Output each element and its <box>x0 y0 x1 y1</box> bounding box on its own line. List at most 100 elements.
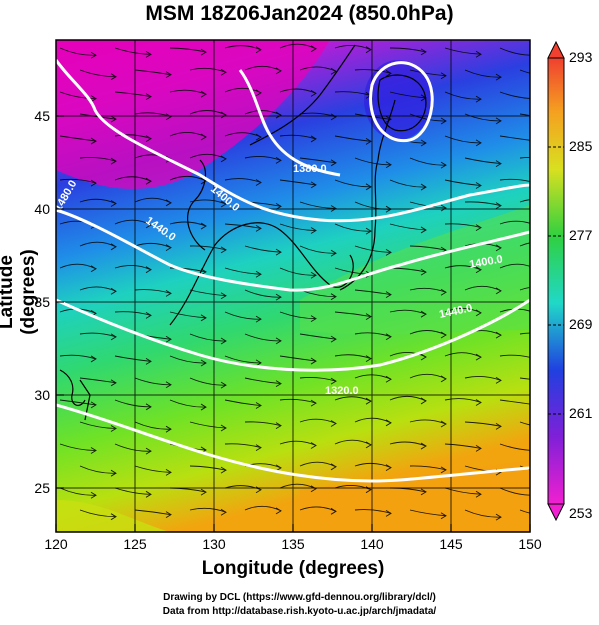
streamline-arrowhead <box>475 139 482 147</box>
y-tick-35: 35 <box>34 294 50 310</box>
streamline-arrowhead <box>90 137 97 145</box>
streamline-arrowhead <box>420 94 427 102</box>
streamline <box>114 443 152 452</box>
streamline <box>189 507 227 513</box>
streamline <box>279 311 317 320</box>
streamline <box>354 374 392 380</box>
colorbar-bar <box>547 57 565 505</box>
streamline <box>409 69 447 77</box>
streamline <box>169 221 207 227</box>
x-tick-125: 125 <box>123 536 147 552</box>
streamline-arrowhead <box>220 68 227 76</box>
streamline-arrowhead <box>275 157 282 164</box>
streamline-arrowhead <box>475 95 482 103</box>
streamline-arrowhead <box>440 420 447 428</box>
streamline <box>79 156 117 162</box>
streamline <box>169 47 207 53</box>
streamline <box>464 421 502 427</box>
streamline <box>79 69 117 78</box>
streamline-arrowhead <box>255 89 262 97</box>
streamline-arrowhead <box>420 268 427 276</box>
streamline-arrowhead <box>165 289 172 297</box>
streamline <box>244 377 282 385</box>
streamline-arrowhead <box>420 139 427 147</box>
x-tick-150: 150 <box>518 536 542 552</box>
colorbar-bottom-triangle <box>547 503 565 522</box>
streamline <box>299 418 337 424</box>
streamline <box>499 47 530 56</box>
streamline <box>409 509 447 517</box>
streamline <box>499 135 530 141</box>
streamline-arrowhead <box>165 468 172 476</box>
streamline-arrowhead <box>255 402 262 409</box>
streamline-arrowhead <box>275 202 282 210</box>
streamline <box>299 201 337 209</box>
streamline <box>224 132 262 138</box>
streamline <box>244 156 282 161</box>
y-tick-labels: 25 30 35 40 45 <box>34 108 50 496</box>
streamline <box>389 352 427 358</box>
streamline <box>244 421 282 427</box>
streamline-arrowhead <box>495 422 502 430</box>
streamline <box>409 419 447 425</box>
streamline-arrowhead <box>365 441 372 449</box>
streamline-arrowhead <box>165 113 172 121</box>
colorbar-top-triangle <box>547 40 565 59</box>
streamline-arrowhead <box>90 491 97 499</box>
streamline-arrowhead <box>310 45 317 53</box>
streamline-arrowhead <box>220 111 227 119</box>
streamline <box>114 47 152 55</box>
streamline <box>244 245 282 253</box>
streamline <box>519 509 530 514</box>
streamline-arrowhead <box>310 315 317 323</box>
streamline <box>389 441 427 447</box>
streamline <box>444 352 482 358</box>
streamline-arrowhead <box>385 248 392 256</box>
streamline-arrowhead <box>165 71 172 79</box>
streamline-arrowhead <box>531 448 536 454</box>
streamline <box>224 267 262 275</box>
streamline-arrowhead <box>275 422 282 430</box>
streamline <box>334 485 372 491</box>
streamline <box>59 487 97 496</box>
streamline <box>444 91 482 100</box>
streamline <box>299 66 337 72</box>
streamline <box>224 311 262 320</box>
streamline <box>334 179 372 188</box>
streamline-arrowhead <box>255 225 262 232</box>
streamline <box>499 399 530 405</box>
streamline-arrowhead <box>310 271 317 279</box>
streamline-arrowhead <box>145 50 152 58</box>
streamline-arrowhead <box>475 490 482 498</box>
streamline-arrowhead <box>200 90 207 98</box>
streamline <box>499 354 530 358</box>
streamline-arrowhead <box>495 287 502 295</box>
streamline-arrowhead <box>365 227 372 235</box>
colorbar-label-261: 261 <box>569 405 593 421</box>
streamline-arrowhead <box>200 488 207 496</box>
streamline-arrowhead <box>365 355 372 363</box>
x-tick-labels: 120 125 130 135 140 145 150 <box>44 536 542 552</box>
streamline-arrowhead <box>440 331 447 339</box>
streamline <box>114 311 152 316</box>
streamline-arrowhead <box>275 507 282 515</box>
streamline <box>169 267 207 273</box>
streamline <box>189 421 227 429</box>
streamline-arrowhead <box>110 379 117 387</box>
streamline <box>499 487 530 496</box>
streamline <box>354 245 392 253</box>
streamline <box>224 443 262 449</box>
streamline <box>409 157 447 166</box>
streamline-arrowhead <box>531 356 536 362</box>
streamline <box>334 311 372 318</box>
streamline <box>244 110 282 116</box>
streamline <box>189 377 227 386</box>
streamline-arrowhead <box>145 447 152 455</box>
colorbar-label-269: 269 <box>569 316 593 332</box>
streamline <box>299 506 337 512</box>
streamline <box>79 377 117 384</box>
streamline-arrowhead <box>385 69 392 77</box>
streamline-arrowhead <box>531 266 536 272</box>
streamline-arrowhead <box>440 161 447 169</box>
streamline <box>169 175 207 182</box>
